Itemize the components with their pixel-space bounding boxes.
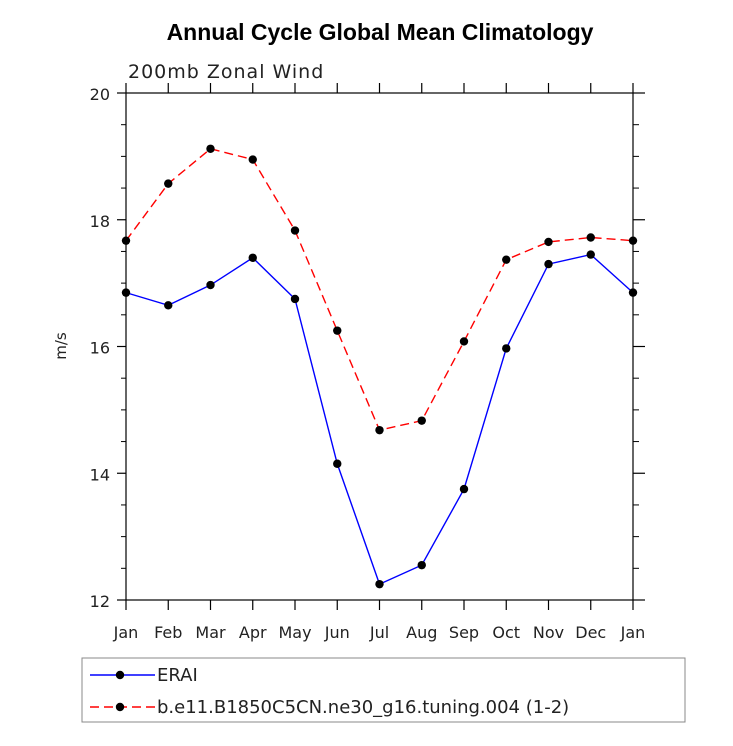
data-point xyxy=(628,236,638,245)
data-point xyxy=(290,294,300,304)
data-point xyxy=(333,326,342,335)
chart-title: Annual Cycle Global Mean Climatology xyxy=(167,19,594,45)
legend-box xyxy=(81,657,686,723)
data-point xyxy=(502,344,511,353)
data-point xyxy=(206,144,215,153)
data-point xyxy=(375,425,384,435)
legend: ERAI b.e11.B1850C5CN.ne30_g16.tuning.004 … xyxy=(90,665,569,718)
data-point xyxy=(290,226,300,235)
y-tick-label: 20 xyxy=(90,85,110,104)
x-tick-label: Jan xyxy=(620,623,646,642)
plot-frame xyxy=(125,92,634,601)
x-tick-label: Sep xyxy=(449,623,479,642)
x-tick-label: Nov xyxy=(533,623,564,642)
y-tick-labels: 12 14 16 18 20 xyxy=(90,85,110,611)
x-tick-label: Oct xyxy=(492,623,520,642)
data-point xyxy=(164,179,173,188)
data-point xyxy=(121,236,131,245)
data-point xyxy=(417,416,426,425)
data-point xyxy=(544,237,553,247)
data-point xyxy=(248,155,257,164)
y-tick-label: 16 xyxy=(90,339,110,358)
x-tick-label: Apr xyxy=(239,623,267,642)
data-point xyxy=(544,259,553,269)
series-group xyxy=(121,144,638,589)
data-point xyxy=(248,253,257,262)
data-point xyxy=(417,560,426,570)
x-tick-label: Jan xyxy=(113,623,139,642)
x-tick-label: Feb xyxy=(154,623,182,642)
data-point xyxy=(206,280,215,290)
data-point xyxy=(333,459,342,468)
x-tick-label: Dec xyxy=(575,623,606,642)
data-point xyxy=(586,250,595,259)
x-tick-label: Jul xyxy=(369,623,389,642)
data-point xyxy=(628,288,638,297)
data-point xyxy=(459,337,469,346)
x-tick-labels: Jan Feb Mar Apr May Jun Jul Aug Sep Oct Nov Dec Jan xyxy=(113,623,646,642)
axis-ticks xyxy=(117,83,645,610)
x-tick-label: Jun xyxy=(324,623,350,642)
x-tick-label: Mar xyxy=(195,623,226,642)
data-point xyxy=(502,255,511,264)
legend-marker xyxy=(115,702,125,712)
data-point xyxy=(164,301,173,310)
y-tick-label: 12 xyxy=(90,592,110,611)
series-line-0 xyxy=(125,253,634,586)
legend-label: b.e11.B1850C5CN.ne30_g16.tuning.004 (1-2… xyxy=(157,697,569,718)
data-point xyxy=(121,288,131,297)
x-tick-label: Aug xyxy=(406,623,437,642)
x-tick-label: May xyxy=(278,623,311,642)
legend-label: ERAI xyxy=(157,665,198,686)
data-point xyxy=(586,233,595,242)
data-point xyxy=(375,579,384,589)
chart-subtitle: 200mb Zonal Wind xyxy=(128,61,324,83)
y-tick-label: 14 xyxy=(90,465,110,484)
y-tick-label: 18 xyxy=(90,212,110,231)
y-axis-label: m/s xyxy=(52,332,70,360)
legend-marker xyxy=(115,670,125,680)
data-point xyxy=(459,484,469,494)
